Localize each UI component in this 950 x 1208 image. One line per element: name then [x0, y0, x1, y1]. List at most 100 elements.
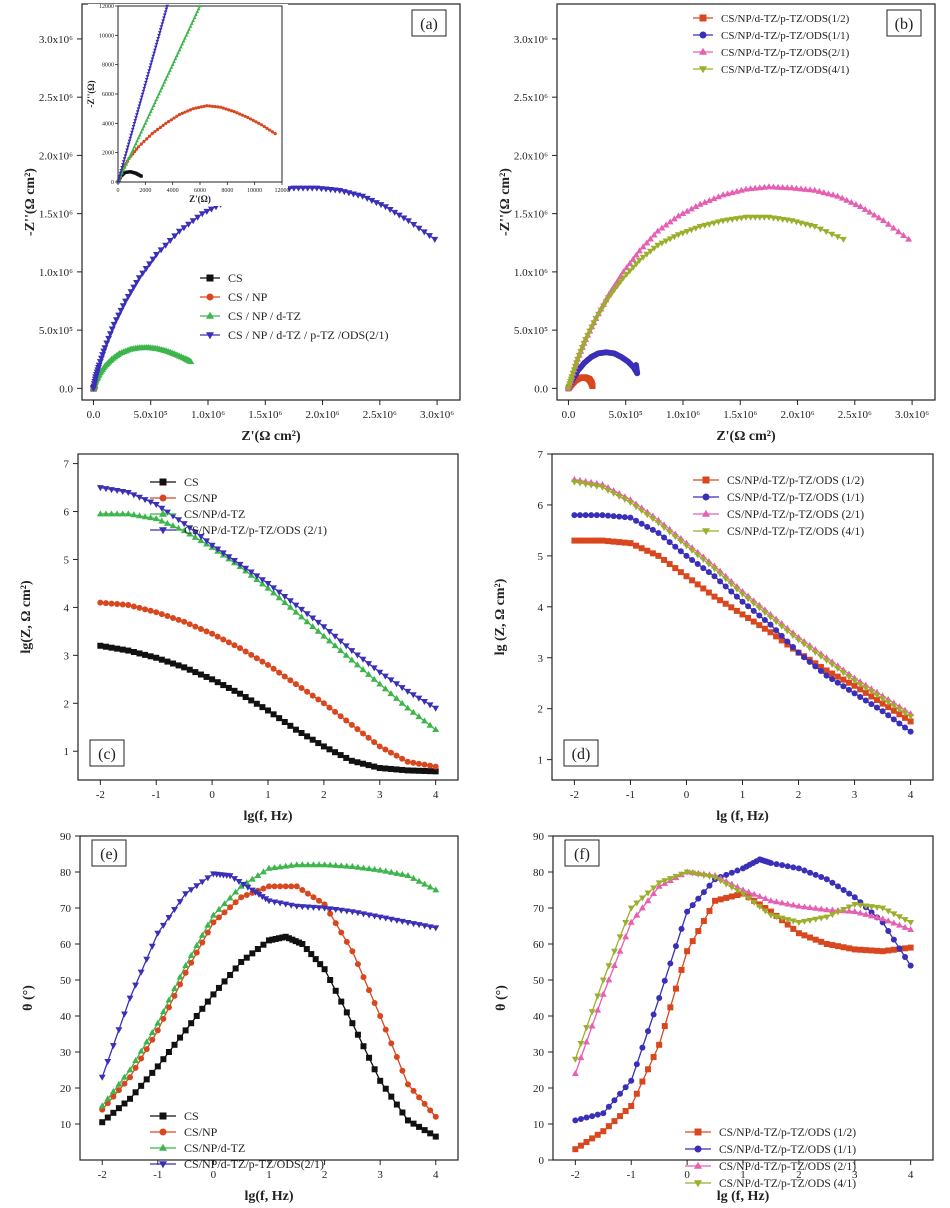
data-point-e-0-51	[354, 1031, 361, 1038]
y-tick-label-f-2: 20	[533, 1083, 545, 1095]
legend-label-d-0: CS/NP/d-TZ/p-TZ/ODS (1/2)	[727, 475, 864, 487]
data-point-e-0-17	[193, 1013, 200, 1019]
data-point-d-0-5	[599, 537, 606, 544]
data-point-b-3-33	[629, 264, 637, 271]
data-point-d-0-56	[885, 704, 892, 711]
data-point-d-1-30	[739, 598, 746, 605]
data-point-e-3-59	[398, 918, 406, 925]
data-point-c-1-55	[404, 758, 411, 765]
data-point-e-1-43	[338, 929, 345, 936]
y-tick-label-e-3: 40	[60, 1011, 72, 1023]
data-point-f-3-44	[817, 915, 825, 922]
data-point-c-0-21	[214, 679, 221, 686]
y-tick-label-c-1: 2	[64, 698, 70, 710]
data-point-inset-3-60	[165, 4, 170, 8]
data-point-e-2-36	[298, 861, 306, 868]
data-point-f-1-1	[577, 1115, 584, 1122]
data-point-d-3-41	[800, 641, 808, 648]
data-point-f-3-26	[717, 878, 725, 885]
data-point-e-1-56	[410, 1087, 417, 1094]
data-point-a-3-84	[377, 202, 385, 209]
data-point-e-3-15	[182, 891, 190, 898]
data-point-c-2-7	[136, 512, 143, 519]
data-point-f-2-34	[761, 895, 769, 902]
data-point-f-2-3	[588, 1022, 596, 1029]
data-point-e-2-47	[360, 864, 367, 871]
data-point-a-3-11	[96, 359, 104, 366]
data-point-inset-1-39	[202, 104, 206, 108]
data-point-a-3-88	[395, 212, 403, 219]
data-point-c-0-44	[343, 754, 350, 761]
data-point-a-3-34	[149, 256, 157, 263]
data-point-inset-2-11	[131, 147, 135, 152]
data-point-c-0-3	[114, 645, 121, 652]
data-point-f-1-54	[846, 890, 853, 897]
data-point-e-1-9	[149, 1036, 156, 1043]
data-point-c-1-33	[281, 673, 288, 680]
data-point-f-1-18	[672, 943, 679, 950]
y-axis-label-d: lg (Z, Ω cm²)	[493, 578, 508, 655]
data-point-c-2-17	[191, 533, 199, 540]
data-point-a-3-81	[363, 195, 371, 202]
data-point-f-2-38	[784, 900, 792, 907]
data-point-f-3-25	[711, 875, 719, 881]
inset-x-tick-label-1: 2000	[139, 188, 151, 194]
data-point-c-2-54	[398, 699, 406, 706]
x-tick-label-d-6: 4	[908, 789, 914, 801]
data-point-inset-2-28	[154, 97, 159, 102]
data-point-inset-2-17	[139, 130, 144, 134]
data-point-inset-3-26	[137, 104, 142, 108]
data-point-c-3-11	[158, 505, 166, 512]
inset-y-tick-label-2: 4000	[102, 121, 114, 127]
data-point-c-0-14	[175, 662, 182, 669]
data-point-e-3-31	[252, 889, 260, 896]
data-point-e-3-36	[271, 899, 279, 906]
data-point-d-0-29	[733, 607, 740, 614]
data-point-b-1-60	[633, 362, 640, 369]
data-point-e-0-35	[282, 933, 289, 940]
data-point-b-2-40	[654, 227, 662, 234]
inset-y-tick-label-6: 12000	[99, 4, 114, 10]
data-point-d-1-49	[845, 686, 852, 693]
data-point-c-0-53	[393, 766, 400, 773]
data-point-e-0-63	[421, 1127, 428, 1134]
data-point-c-3-58	[421, 698, 428, 705]
data-point-c-3-16	[186, 525, 194, 532]
data-point-d-0-43	[812, 660, 819, 667]
data-point-c-1-43	[337, 713, 344, 720]
data-point-inset-2-41	[172, 59, 176, 64]
data-point-a-3-32	[142, 265, 150, 272]
data-point-f-1-11	[633, 1061, 640, 1068]
data-point-e-0-10	[154, 1063, 161, 1070]
data-point-d-3-53	[867, 688, 875, 695]
data-point-f-2-9	[622, 933, 630, 940]
data-point-inset-3-41	[149, 60, 154, 64]
legend-label-a-3: CS / NP / d-TZ / p-TZ /ODS(2/1)	[228, 328, 389, 342]
data-point-c-1-50	[376, 743, 383, 750]
data-point-e-3-11	[159, 922, 167, 929]
data-point-b-3-34	[632, 261, 640, 268]
data-point-inset-3-32	[142, 86, 147, 91]
data-point-inset-2-40	[170, 62, 175, 66]
legend-label-b-3: CS/NP/d-TZ/p-TZ/ODS(4/1)	[721, 64, 850, 76]
data-point-f-2-55	[879, 915, 887, 922]
data-point-e-2-60	[432, 886, 440, 893]
data-point-b-2-95	[905, 235, 913, 242]
data-point-c-2-2	[108, 510, 115, 517]
data-point-e-3-6	[132, 982, 140, 989]
data-point-c-2-1	[102, 510, 110, 517]
data-point-a-3-65	[290, 185, 298, 192]
data-point-f-3-36	[773, 914, 780, 921]
panel-label-box-c	[89, 739, 125, 767]
data-point-c-0-37	[304, 733, 311, 740]
x-tick-label-f-0: -2	[571, 1169, 580, 1181]
data-point-b-3-43	[666, 236, 674, 243]
data-point-c-1-5	[125, 602, 132, 609]
data-point-d-0-48	[840, 676, 847, 683]
data-point-f-2-31	[745, 888, 753, 895]
data-point-e-0-24	[232, 965, 239, 972]
data-point-e-1-19	[204, 929, 211, 936]
data-point-d-1-39	[789, 644, 796, 651]
x-tick-label-f-5: 3	[852, 1169, 858, 1181]
data-point-c-2-8	[141, 513, 149, 520]
